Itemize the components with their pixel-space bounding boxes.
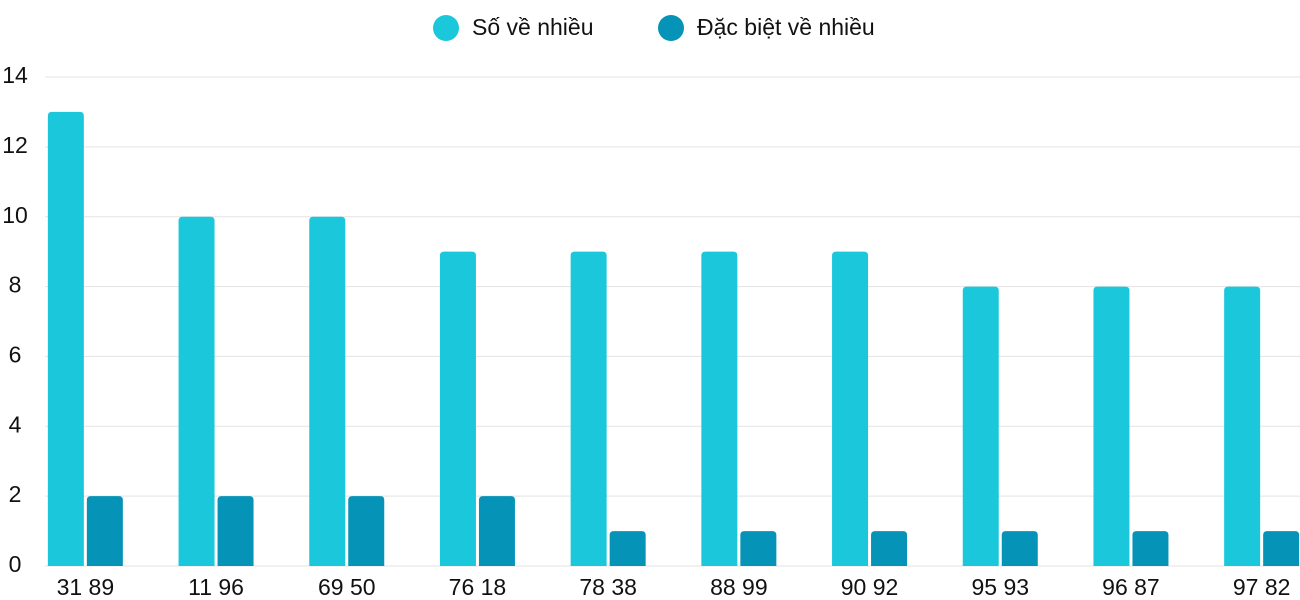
bar	[701, 251, 738, 566]
x-tick-label: 90 92	[841, 574, 899, 600]
x-tick-label: 11 96	[188, 574, 244, 600]
bar	[348, 496, 385, 566]
legend-label: Đặc biệt về nhiều	[697, 14, 875, 40]
y-tick-label: 4	[9, 411, 22, 437]
x-tick-label: 97 82	[1233, 574, 1291, 600]
bar	[1224, 286, 1261, 566]
bar	[178, 216, 215, 566]
bar	[1001, 531, 1038, 566]
x-tick-label: 78 38	[579, 574, 637, 600]
legend-swatch	[433, 15, 459, 41]
x-tick-label: 96 87	[1102, 574, 1160, 600]
bar	[740, 531, 777, 566]
y-tick-label: 10	[2, 202, 28, 228]
y-tick-label: 0	[9, 551, 22, 577]
y-tick-label: 14	[2, 62, 28, 88]
y-tick-label: 2	[9, 481, 22, 507]
x-tick-label: 88 99	[710, 574, 768, 600]
legend-swatch	[658, 15, 684, 41]
bar	[1132, 531, 1169, 566]
x-tick-label: 31 89	[57, 574, 115, 600]
y-tick-label: 8	[9, 272, 22, 298]
bar	[478, 496, 515, 566]
bar	[962, 286, 999, 566]
bar	[47, 111, 84, 566]
bar	[86, 496, 123, 566]
x-tick-label: 69 50	[318, 574, 376, 600]
bar	[439, 251, 476, 566]
bar	[1093, 286, 1130, 566]
bar	[217, 496, 254, 566]
x-tick-label: 76 18	[449, 574, 507, 600]
legend-label: Số về nhiều	[472, 14, 593, 40]
y-tick-label: 12	[2, 132, 28, 158]
bar	[832, 251, 869, 566]
y-tick-label: 6	[9, 342, 22, 368]
bar	[309, 216, 346, 566]
x-tick-label: 95 93	[971, 574, 1029, 600]
bar	[1263, 531, 1300, 566]
bar	[609, 531, 646, 566]
bar	[871, 531, 908, 566]
bar	[570, 251, 607, 566]
